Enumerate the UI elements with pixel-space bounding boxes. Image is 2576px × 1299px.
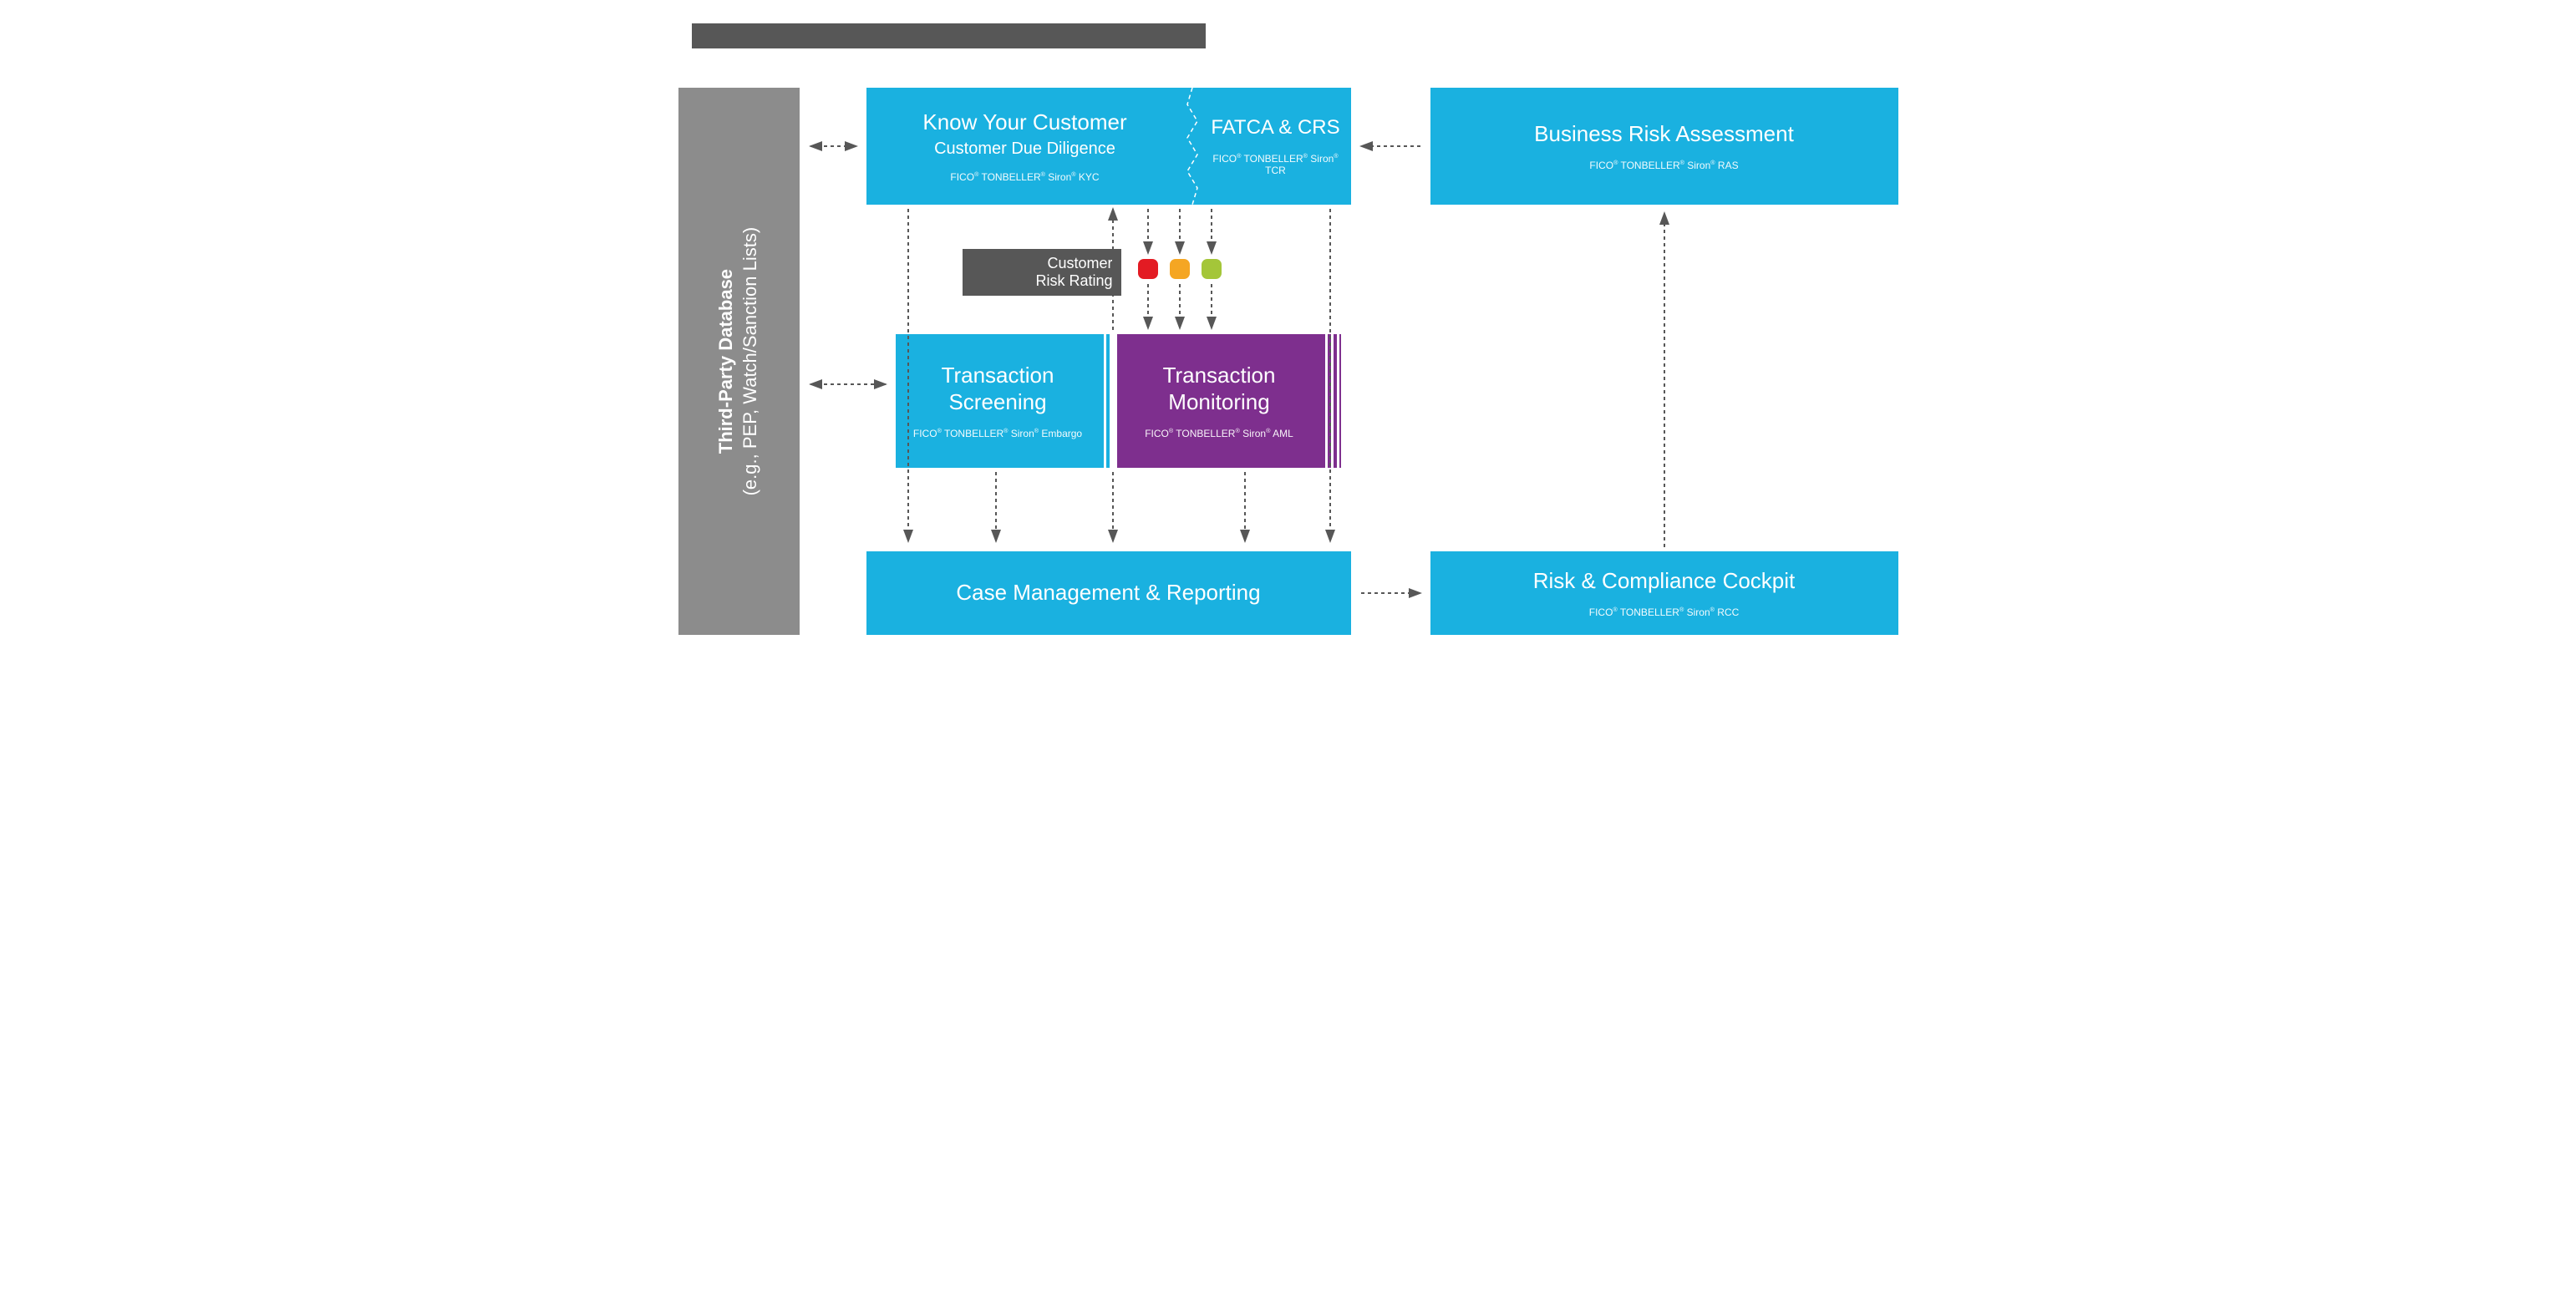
arrows-layer <box>645 0 1932 652</box>
